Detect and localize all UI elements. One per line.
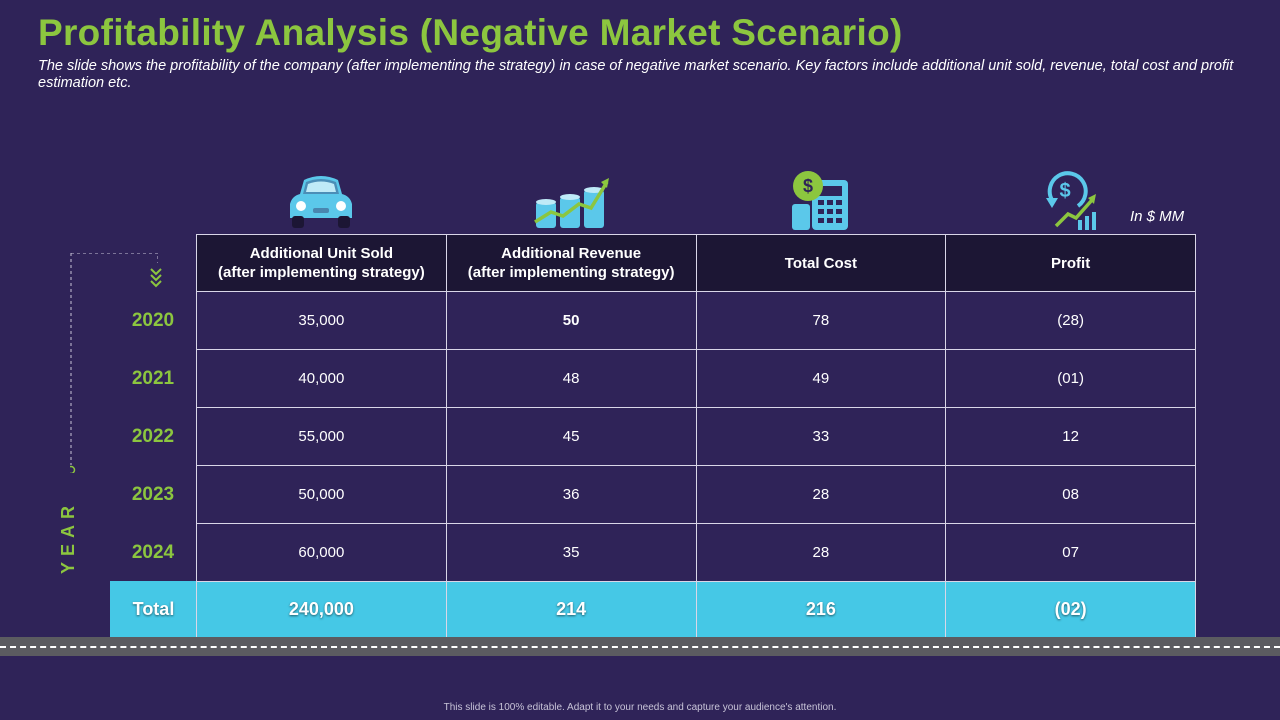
svg-text:$: $ (803, 176, 813, 196)
cell-revenue: 50 (445, 291, 697, 350)
page-title: Profitability Analysis (Negative Market … (38, 12, 903, 53)
column-header-profit: Profit (945, 234, 1196, 292)
total-row-label: Total (110, 581, 197, 637)
cell-profit: (01) (945, 349, 1196, 408)
table-row: 35,000 50 78 (28) (196, 291, 1196, 350)
page-subtitle: The slide shows the profitability of the… (38, 58, 1234, 91)
table-row: 50,000 36 28 08 (196, 465, 1196, 524)
year-label: 2021 (131, 368, 175, 389)
table-header-row: Additional Unit Sold (after implementing… (196, 234, 1196, 292)
year-label: 2023 (131, 484, 175, 505)
cell-cost: 78 (695, 291, 947, 350)
footer-note: This slide is 100% editable. Adapt it to… (443, 702, 837, 713)
cell-units: 40,000 (196, 349, 447, 408)
table-row: 40,000 48 49 (01) (196, 349, 1196, 408)
total-revenue: 214 (445, 581, 697, 638)
year-axis-label: YEAR (58, 500, 78, 575)
chevron-down-icon (150, 268, 162, 288)
cell-revenue: 48 (445, 349, 697, 408)
cell-revenue: 35 (445, 523, 697, 582)
cell-cost: 33 (695, 407, 947, 466)
year-label: 2020 (131, 310, 175, 331)
road-lane-line (0, 646, 1280, 648)
table-total-row: 240,000 214 216 (02) (196, 581, 1196, 638)
table-row: 60,000 35 28 07 (196, 523, 1196, 582)
total-profit: (02) (945, 581, 1196, 638)
column-header-cost: Total Cost (695, 234, 947, 292)
column-header-units: Additional Unit Sold (after implementing… (196, 234, 447, 292)
cell-units: 55,000 (196, 407, 447, 466)
total-cost: 216 (695, 581, 947, 638)
profit-growth-icon: $ (1046, 171, 1096, 230)
svg-text:$: $ (1059, 180, 1070, 202)
revenue-growth-icon (534, 178, 609, 228)
unit-note: In $ MM (1130, 208, 1185, 225)
cell-profit: 12 (945, 407, 1196, 466)
cell-units: 35,000 (196, 291, 447, 350)
cell-revenue: 45 (445, 407, 697, 466)
table-row: 55,000 45 33 12 (196, 407, 1196, 466)
cell-profit: 07 (945, 523, 1196, 582)
cell-units: 60,000 (196, 523, 447, 582)
year-timeline-line (70, 253, 158, 473)
year-label: 2024 (131, 542, 175, 563)
cost-calculator-icon: $ (792, 171, 848, 230)
cell-revenue: 36 (445, 465, 697, 524)
car-icon (290, 176, 352, 228)
total-units: 240,000 (196, 581, 447, 638)
cell-cost: 28 (695, 465, 947, 524)
cell-units: 50,000 (196, 465, 447, 524)
profitability-table: Additional Unit Sold (after implementing… (196, 234, 1196, 638)
road-divider (0, 637, 1280, 656)
cell-cost: 28 (695, 523, 947, 582)
cell-profit: 08 (945, 465, 1196, 524)
cell-cost: 49 (695, 349, 947, 408)
cell-profit: (28) (945, 291, 1196, 350)
column-header-revenue: Additional Revenue (after implementing s… (445, 234, 697, 292)
year-column: 2020 2021 2022 2023 2024 (110, 292, 196, 582)
year-label: 2022 (131, 426, 175, 447)
